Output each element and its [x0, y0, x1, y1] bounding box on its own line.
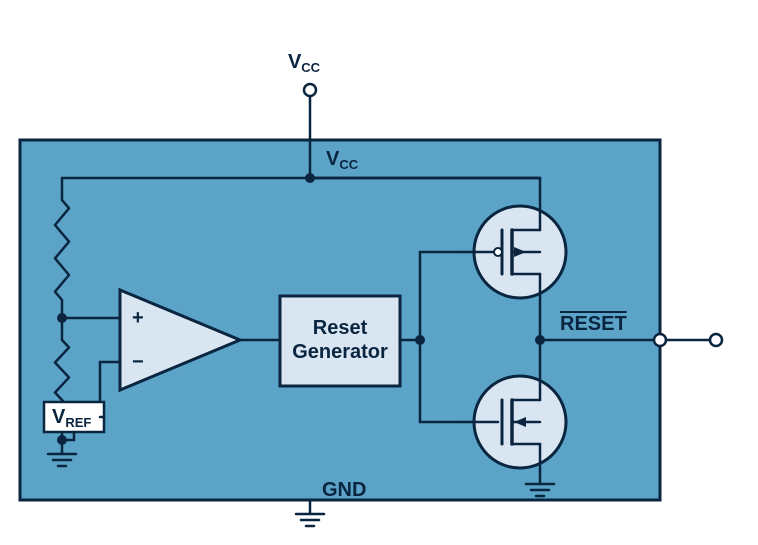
svg-text:RESET: RESET: [560, 313, 627, 335]
reset-gen-label-2: Generator: [292, 341, 388, 363]
comp-minus: −: [132, 351, 144, 373]
svg-text:VCC: VCC: [288, 51, 321, 75]
gnd-label: GND: [322, 479, 366, 501]
reset-gen-label-1: Reset: [313, 317, 368, 339]
comp-plus: +: [132, 307, 144, 329]
